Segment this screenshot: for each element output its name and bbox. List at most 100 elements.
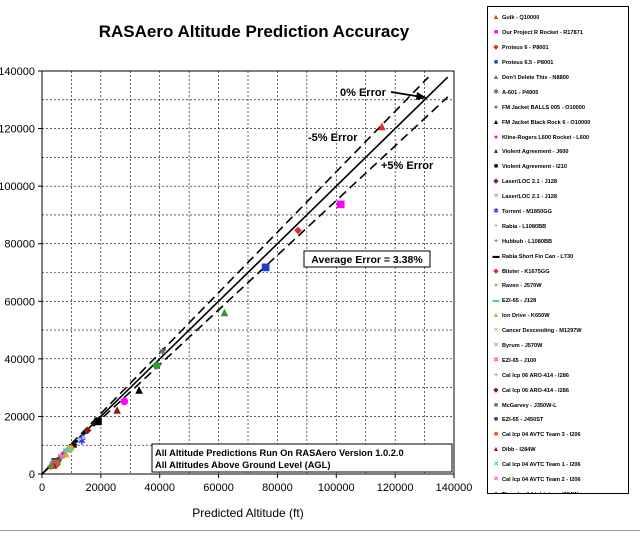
legend-label: Torrent - M1850GG [502,209,552,216]
legend-item: ✕ Cancer Descending - M1297W [491,324,625,339]
legend-item: ✕ Cal Icp 04 AVTC Team 2 - I206 [491,473,625,488]
zero-error-arrowhead [416,92,427,100]
legend-item: ▬ EZI-65 - J128 [491,294,625,309]
legend-item: ✕ Laser/LOC 2.1 - J128 [491,190,625,205]
legend-item: ▲ FM Jacket Black Rock 6 - O10000 [491,115,625,130]
legend-marker: ◆ [493,386,499,394]
data-point: ▬ [62,445,71,456]
y-tick-label: 100000 [0,181,35,193]
legend-item: ● Kline-Rogers L600 Rocket - L600 [491,130,625,145]
data-point: ▲ [221,307,229,318]
legend-label: FM Jacket Black Rock 6 - O10000 [502,119,591,126]
legend-marker: ■ [493,431,499,439]
legend-item: ● Raven - J570W [491,279,625,294]
data-point: ✱ [78,436,86,447]
legend-marker: ✱ [493,356,499,364]
data-point: ■ [51,457,60,468]
legend-marker: ▲ [492,148,500,156]
legend-item: ◆ Cal Icp 06 ARO-414 - I286 [491,383,625,398]
legend-item: ■ Violent Agreement - I210 [491,160,625,175]
data-point: ◆ [68,442,76,453]
legend-label: Proteus 6.5 - P8001 [502,60,554,67]
data-point: ✦ [75,435,83,446]
legend-label: Gulk - Q10000 [502,15,540,22]
legend-marker: ✕ [493,327,499,335]
legend-marker: ● [493,103,499,111]
legend-marker: ▲ [492,74,500,81]
reference-line [41,96,449,475]
minus-five-error-label: -5% Error [308,132,358,144]
axis-ticks: 0 20000 40000 60000 80000 100000 120000 140000 0… [0,66,472,494]
legend-marker: ■ [493,29,499,37]
legend-label: Laser/LOC 2.1 - J128 [502,179,558,186]
legend-label: A-601 - P4905 [502,89,539,96]
legend-item: ■ Cal Icp 04 AVTC Team 3 - I206 [491,428,625,443]
legend-marker: ■ [493,163,499,171]
legend-label: Blister - K1675GG [502,268,550,275]
legend-item: ✦ Rabia - L1080BB [491,219,625,234]
legend-label: Cal Icp 04 AVTC Team 3 - I206 [502,432,581,439]
legend-marker: ▲ [492,446,500,454]
legend-marker: ■ [493,59,499,67]
y-tick-label: 80000 [4,239,35,251]
legend-item: ✕ Byrum - J570W [491,339,625,354]
legend-marker: ✦ [493,222,499,230]
data-point: ■ [336,199,345,210]
data-point: ■ [93,416,102,427]
data-point: ▲ [113,405,121,416]
x-tick-label: 60000 [203,482,234,494]
data-point: ● [152,360,161,371]
legend-label: EZI-65 - J450ST [502,417,544,424]
data-point: ✱ [57,452,65,463]
legend-label: Cal Icp 04 AVTC Team 2 - I206 [502,477,581,484]
legend-item: ■ Our Project R Rocket - R17871 [491,26,625,41]
legend-label: Hubbub - L1080BB [502,238,553,245]
legend-marker: ● [493,282,499,290]
legend-label: Rabia Short Fin Can - L730 [502,253,574,260]
y-tick-label: 0 [29,469,35,481]
legend-item: + Hubbub - L1080BB [491,234,625,249]
y-tick-label: 120000 [0,124,35,136]
legend-item: ▲ Dibb - I284W [491,443,625,458]
legend-marker: ▲ [492,312,500,320]
reference-line [41,76,430,475]
x-tick-label: 0 [39,482,45,494]
legend-marker: ▬ [492,297,500,305]
legend-item: + Cal Icp 06 ARO-414 - I286 [491,368,625,383]
legend-label: EZI-65 - J128 [502,298,537,305]
note-line-2: All Altitudes Above Ground Level (AGL) [155,460,330,470]
y-tick-label: 140000 [0,66,35,78]
legend-marker: ▲ [492,118,500,126]
legend-label: Cancer Descending - M1297W [502,328,582,335]
data-points: ▲■◆■▲✱●▲●▲■◆✕✱✦+▬◆●▬▲✕✕✱+◆■■■▲✕✕◆ [47,121,386,472]
legend-marker: ◆ [493,178,499,186]
data-point: ● [120,396,129,407]
x-tick-label: 20000 [86,482,117,494]
plus-five-error-label: +5% Error [381,160,434,172]
y-tick-label: 40000 [4,354,35,366]
note-box [151,443,453,473]
legend-label: Rabia - L1080BB [502,223,547,230]
legend-marker: ✕ [493,461,499,469]
grid-lines [42,71,454,474]
legend-marker: ✕ [493,342,499,350]
legend-item: ✱ A-601 - P4905 [491,85,625,100]
data-point: ✕ [48,461,56,472]
legend-marker: ● [493,133,499,141]
legend-item: ✱ Torrent - M1850GG [491,205,625,220]
data-point: ✕ [48,459,56,470]
legend-label: Violent Agreement - J600 [502,149,569,156]
average-error-box [303,250,431,268]
data-point: ■ [51,458,60,469]
legend-marker: + [493,237,499,245]
data-point: ■ [261,262,270,273]
legend-marker: ✱ [493,208,499,216]
data-point: ✱ [158,347,166,358]
legend-marker: ◆ [491,491,501,493]
bottom-divider [0,530,640,531]
legend-marker: ■ [493,401,499,409]
data-point: ● [66,444,75,455]
x-tick-label: 140000 [436,482,473,494]
legend-label: Cal Icp 04 AVTC Team 1 - I206 [502,462,581,469]
data-point: ▲ [378,121,386,132]
